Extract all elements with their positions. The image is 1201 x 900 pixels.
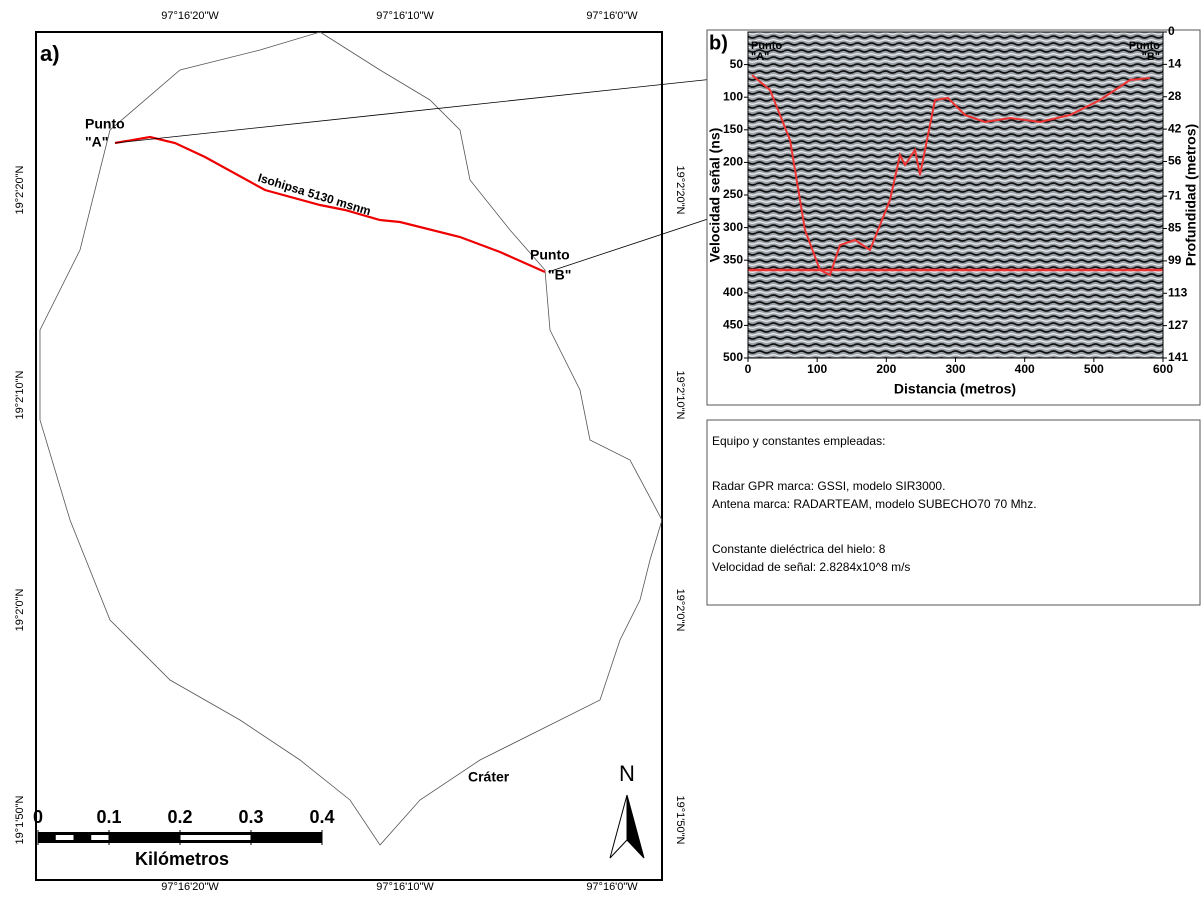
crater-label: Cráter xyxy=(468,769,510,785)
point-label: "B" xyxy=(548,267,571,283)
lat-label: 19°1'50"N xyxy=(14,795,26,844)
lat-label: 19°2'20"N xyxy=(14,165,26,214)
panel-label: a) xyxy=(40,41,60,66)
y2-tick-label: 141 xyxy=(1168,350,1188,364)
scale-label: 0.4 xyxy=(309,807,334,827)
y-tick-label: 250 xyxy=(723,187,743,201)
lon-label: 97°16'0"W xyxy=(586,881,638,893)
point-label: "B" xyxy=(1142,51,1160,63)
x-axis-label: Distancia (metros) xyxy=(894,381,1016,397)
lat-label: 19°2'20"N xyxy=(674,166,686,215)
point-label: Punto xyxy=(530,247,570,263)
x-tick-label: 100 xyxy=(807,362,827,376)
y-tick-label: 450 xyxy=(723,318,743,332)
y2-axis-label: Profundidad (metros) xyxy=(1183,124,1199,266)
y-tick-label: 500 xyxy=(723,350,743,364)
y-tick-label: 150 xyxy=(723,122,743,136)
scale-label: 0.3 xyxy=(238,807,263,827)
scale-label: 0.1 xyxy=(96,807,121,827)
map-frame xyxy=(36,32,662,880)
lon-label: 97°16'20"W xyxy=(161,881,219,893)
y-tick-label: 350 xyxy=(723,252,743,266)
lon-label: 97°16'10"W xyxy=(376,10,434,22)
lat-label: 19°2'0"N xyxy=(14,589,26,632)
x-tick-label: 500 xyxy=(1084,362,1104,376)
y-tick-label: 300 xyxy=(723,220,743,234)
lon-label: 97°16'20"W xyxy=(161,10,219,22)
y2-tick-label: 28 xyxy=(1168,89,1182,103)
scale-bar-segment xyxy=(180,835,251,840)
x-tick-label: 0 xyxy=(745,362,752,376)
scale-bar-segment xyxy=(56,835,74,840)
scale-unit: Kilómetros xyxy=(135,849,229,869)
info-line: Antena marca: RADARTEAM, modelo SUBECHO7… xyxy=(712,497,1037,511)
lat-label: 19°1'50"N xyxy=(674,796,686,845)
lat-label: 19°2'10"N xyxy=(14,370,26,419)
scale-label: 0.2 xyxy=(167,807,192,827)
radargram-image xyxy=(748,32,1163,358)
info-line: Constante dieléctrica del hielo: 8 xyxy=(712,542,886,556)
y-tick-label: 100 xyxy=(723,89,743,103)
x-tick-label: 200 xyxy=(876,362,896,376)
lon-label: 97°16'0"W xyxy=(586,10,638,22)
y-tick-label: 400 xyxy=(723,285,743,299)
scale-label: 0 xyxy=(33,807,43,827)
point-label: "A" xyxy=(85,134,108,150)
y-tick-label: 50 xyxy=(730,57,744,71)
y-axis-label: Velocidad señal (ns) xyxy=(707,128,723,263)
lat-label: 19°2'0"N xyxy=(674,589,686,632)
y2-tick-label: 42 xyxy=(1168,121,1182,135)
y2-tick-label: 85 xyxy=(1168,221,1182,235)
x-tick-label: 600 xyxy=(1153,362,1173,376)
info-line: Equipo y constantes empleadas: xyxy=(712,434,885,448)
info-line: Radar GPR marca: GSSI, modelo SIR3000. xyxy=(712,479,945,493)
y-tick-label: 200 xyxy=(723,155,743,169)
y2-tick-label: 99 xyxy=(1168,253,1182,267)
y2-tick-label: 113 xyxy=(1168,285,1188,299)
y2-tick-label: 56 xyxy=(1168,154,1182,168)
scale-bar-segment xyxy=(91,835,109,840)
lon-label: 97°16'10"W xyxy=(376,881,434,893)
x-tick-label: 400 xyxy=(1015,362,1035,376)
y2-tick-label: 14 xyxy=(1168,57,1182,71)
info-line: Velocidad de señal: 2.8284x10^8 m/s xyxy=(712,560,910,574)
lat-label: 19°2'10"N xyxy=(674,371,686,420)
y2-tick-label: 0 xyxy=(1168,24,1175,38)
figure: a) Punto "A" Punto "B" Isohipsa 5130 msn… xyxy=(0,0,1201,895)
point-label: "A" xyxy=(751,51,769,63)
y2-tick-label: 71 xyxy=(1168,188,1182,202)
north-label: N xyxy=(619,761,635,786)
y2-tick-label: 127 xyxy=(1168,318,1188,332)
panel-label: b) xyxy=(709,32,728,54)
point-label: Punto xyxy=(85,116,125,132)
x-tick-label: 300 xyxy=(945,362,965,376)
